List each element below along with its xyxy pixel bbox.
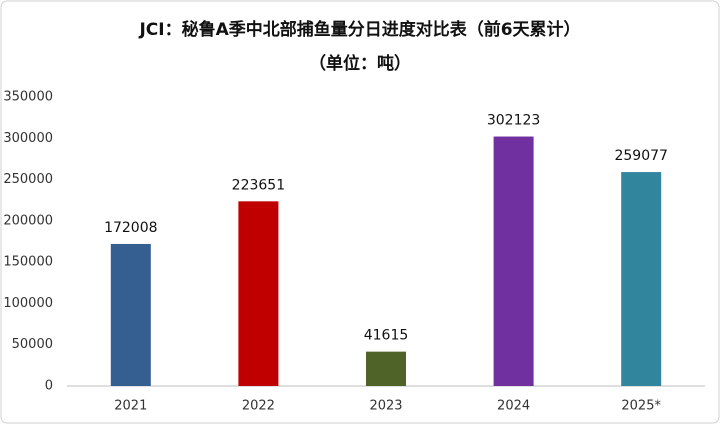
bar <box>621 172 662 386</box>
x-tick-label: 2023 <box>369 399 402 414</box>
chart-subtitle: （单位：吨） <box>309 53 411 74</box>
y-tick-label: 200000 <box>3 213 53 228</box>
value-label: 302123 <box>487 113 540 129</box>
y-tick-label: 50000 <box>12 337 53 352</box>
y-tick-label: 250000 <box>3 172 53 187</box>
bar <box>493 136 534 386</box>
y-tick-label: 350000 <box>3 90 53 105</box>
value-label: 41615 <box>364 328 409 344</box>
bar <box>238 201 279 386</box>
x-tick-label: 2025* <box>621 399 661 414</box>
chart-title: JCI：秘鲁A季中北部捕鱼量分日进度对比表（前6天累计） <box>138 19 580 40</box>
value-label: 259077 <box>614 148 667 164</box>
y-tick-label: 0 <box>45 379 53 394</box>
x-tick-label: 2022 <box>242 399 275 414</box>
x-tick-label: 2021 <box>114 399 147 414</box>
x-tick-label: 2024 <box>497 399 530 414</box>
value-label: 172008 <box>104 220 157 236</box>
y-tick-label: 100000 <box>3 296 53 311</box>
y-tick-label: 300000 <box>3 131 53 146</box>
bar <box>110 243 151 386</box>
bar <box>366 351 406 386</box>
y-tick-label: 150000 <box>3 255 53 270</box>
value-label: 223651 <box>232 177 285 193</box>
